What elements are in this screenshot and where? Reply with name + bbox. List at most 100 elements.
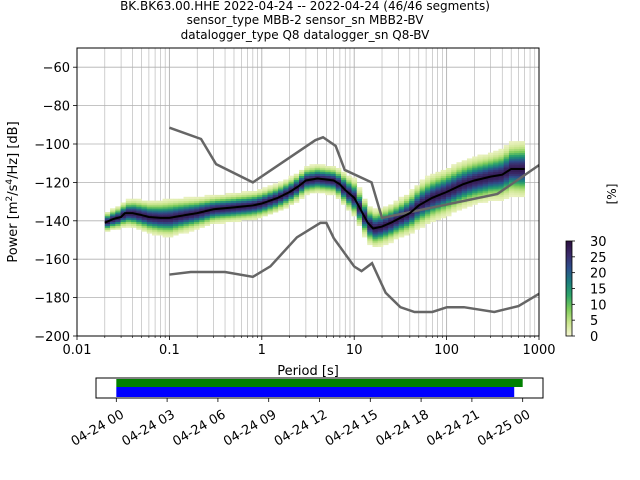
psd-bin <box>419 192 426 196</box>
psd-bin <box>194 217 200 221</box>
psd-bin <box>104 214 111 217</box>
psd-bin <box>440 200 447 203</box>
psd-bin <box>498 162 504 165</box>
psd-bin <box>487 183 494 186</box>
psd-bin <box>152 225 158 228</box>
psd-bin <box>120 210 127 213</box>
psd-bin <box>351 204 358 207</box>
psd-bin <box>414 223 421 226</box>
psd-bin <box>456 175 463 178</box>
psd-bin <box>131 208 137 211</box>
psd-bin <box>466 164 473 167</box>
psd-bin <box>430 185 436 188</box>
psd-bin <box>257 200 263 203</box>
psd-bin <box>262 204 268 207</box>
x-tick-label: 1000 <box>522 343 555 358</box>
psd-bin <box>346 198 352 201</box>
psd-bin <box>377 237 384 240</box>
psd-bin <box>167 208 174 211</box>
psd-bin <box>466 168 473 171</box>
psd-bin <box>403 233 410 236</box>
psd-bin <box>361 227 368 230</box>
psd-bin <box>519 177 525 180</box>
psd-bin <box>445 171 452 175</box>
psd-bin <box>120 225 127 228</box>
psd-bin <box>325 171 331 175</box>
psd-bin <box>125 223 132 226</box>
psd-bin <box>466 171 473 175</box>
psd-bin <box>388 227 394 230</box>
psd-bin <box>157 227 163 230</box>
psd-bin <box>372 235 379 238</box>
psd-bin <box>514 171 520 175</box>
psd-bin <box>146 208 153 211</box>
psd-bin <box>356 192 363 196</box>
psd-bin <box>451 206 457 209</box>
psd-bin <box>325 191 331 194</box>
psd-bin <box>125 202 132 205</box>
psd-bin <box>299 173 305 176</box>
psd-bin <box>146 229 153 232</box>
psd-bin <box>204 202 211 205</box>
psd-bin <box>409 202 415 205</box>
psd-bin <box>508 156 515 159</box>
psd-bin <box>251 196 258 200</box>
psd-bin <box>141 229 148 232</box>
psd-bin <box>435 192 442 196</box>
psd-bin <box>178 223 184 226</box>
psd-bin <box>456 206 463 209</box>
psd-bin <box>398 225 405 228</box>
psd-bin <box>272 208 279 211</box>
psd-bin <box>199 202 205 205</box>
psd-bin <box>267 202 274 205</box>
psd-bin <box>435 200 442 203</box>
psd-bin <box>445 187 452 190</box>
psd-bin <box>414 202 421 205</box>
psd-bin <box>367 208 373 211</box>
psd-bin <box>514 160 520 163</box>
psd-bin <box>487 171 494 175</box>
psd-bin <box>220 204 226 207</box>
psd-bin <box>514 166 520 169</box>
psd-bin <box>351 200 358 203</box>
psd-bin <box>482 192 489 196</box>
psd-bin <box>477 179 483 182</box>
psd-bin <box>419 198 426 201</box>
psd-bin <box>346 196 352 200</box>
psd-bin <box>382 235 389 238</box>
psd-bin <box>225 192 232 196</box>
psd-bin <box>393 237 400 240</box>
psd-bin <box>508 164 515 167</box>
psd-bin <box>319 166 326 169</box>
psd-bin <box>493 150 499 153</box>
psd-bin <box>477 173 483 176</box>
psd-bin <box>309 189 316 192</box>
psd-bin <box>178 216 184 219</box>
psd-bin <box>451 168 457 171</box>
psd-bin <box>487 181 494 184</box>
psd-bin <box>293 183 300 186</box>
psd-bin <box>356 198 363 201</box>
psd-bin <box>325 175 331 178</box>
psd-bin <box>493 171 499 175</box>
psd-bin <box>440 198 447 201</box>
psd-bin <box>319 175 326 178</box>
psd-bin <box>204 212 211 215</box>
psd-bin <box>435 210 442 213</box>
psd-bin <box>472 189 478 192</box>
psd-bin <box>104 212 111 215</box>
psd-bin <box>477 164 483 167</box>
psd-bin <box>361 225 368 228</box>
psd-bin <box>225 204 232 207</box>
psd-bin <box>493 179 499 182</box>
psd-bin <box>131 204 137 207</box>
psd-bin <box>514 189 520 192</box>
psd-bin <box>435 202 442 205</box>
psd-bin <box>498 171 504 175</box>
psd-bin <box>309 181 316 184</box>
psd-bin <box>519 181 525 184</box>
psd-bin <box>183 210 190 213</box>
psd-bin <box>361 210 368 213</box>
psd-bin <box>514 156 520 159</box>
psd-bin <box>230 202 237 205</box>
